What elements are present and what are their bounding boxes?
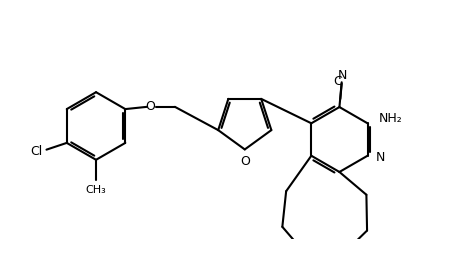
- Text: C: C: [334, 75, 343, 88]
- Text: Cl: Cl: [31, 145, 43, 158]
- Text: N: N: [338, 69, 347, 82]
- Text: N: N: [376, 151, 385, 164]
- Text: O: O: [240, 155, 250, 168]
- Text: NH₂: NH₂: [379, 112, 403, 125]
- Text: CH₃: CH₃: [86, 186, 106, 195]
- Text: O: O: [145, 100, 155, 113]
